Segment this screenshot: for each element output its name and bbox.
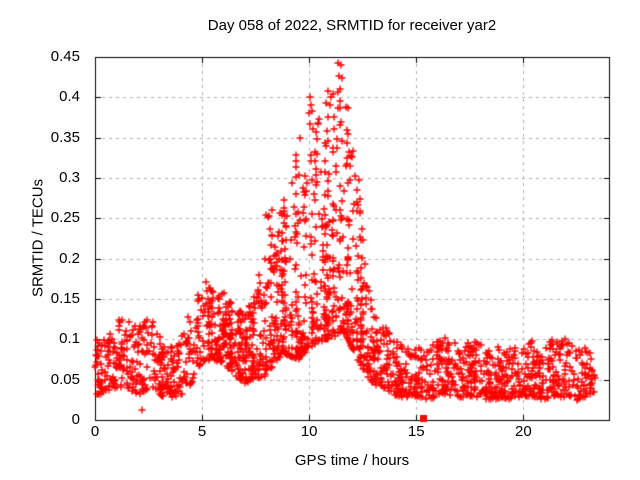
x-tick-label: 20	[514, 423, 532, 440]
x-axis-title: GPS time / hours	[294, 452, 410, 469]
y-tick-label: 0.45	[50, 48, 80, 65]
y-tick-label: 0.25	[50, 209, 80, 227]
y-tick-label: 0.35	[50, 128, 80, 146]
x-tick-label: 0	[90, 423, 100, 440]
y-tick-label: 0.15	[50, 290, 80, 307]
y-tick-label: 0.4	[59, 88, 80, 106]
y-tick-label: 0.2	[59, 249, 80, 267]
y-tick-label: 0	[71, 411, 80, 428]
y-tick-label: 0.1	[59, 330, 80, 348]
y-axis-title: SRMTID / TECUs	[29, 178, 47, 298]
y-tick-label: 0.3	[59, 169, 80, 186]
x-tick-label: 10	[300, 423, 318, 440]
x-tick-label: 15	[407, 423, 425, 440]
chart-title: Day 058 of 2022, SRMTID for receiver yar…	[207, 17, 497, 34]
x-tick-label: 5	[197, 423, 207, 440]
y-tick-label: 0.05	[50, 370, 80, 388]
